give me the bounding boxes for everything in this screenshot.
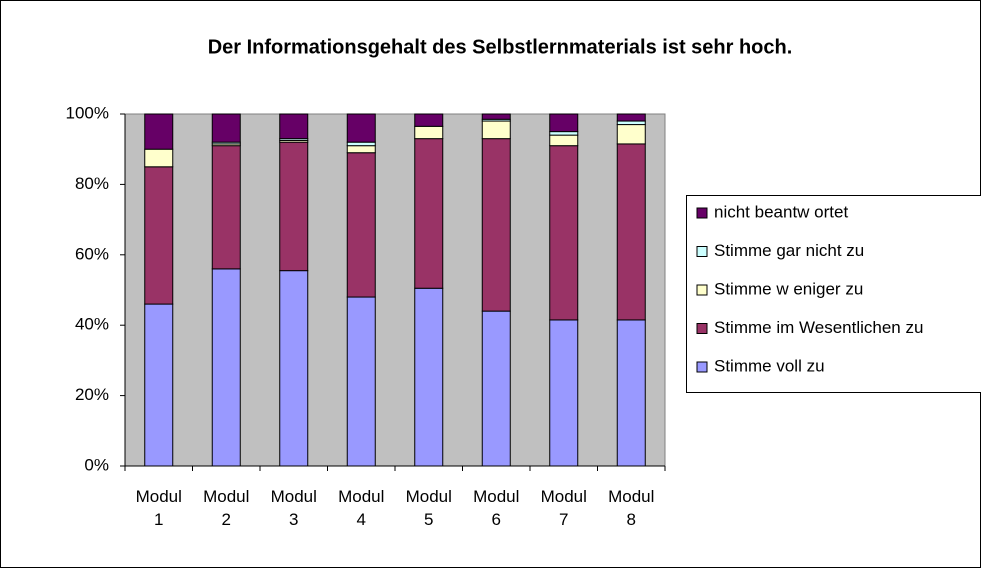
y-tick-label: 60% — [75, 244, 109, 263]
bar-segment — [549, 319, 579, 467]
chart-title: Der Informationsgehalt des Selbstlernmat… — [208, 36, 793, 58]
bar-segment — [211, 268, 241, 467]
bar-segment — [549, 131, 579, 136]
legend-swatch — [696, 323, 708, 334]
bar-segment — [481, 120, 511, 140]
bar-segment — [481, 138, 511, 312]
bar-segment — [144, 113, 174, 150]
bar-segment — [279, 141, 309, 272]
bar-segment — [211, 113, 241, 143]
bar-segment — [346, 152, 376, 298]
bar-segment — [616, 113, 646, 122]
legend-label: Stimme w eniger zu — [714, 279, 863, 298]
legend-swatch — [696, 207, 708, 219]
x-tick-label: Modul 7 — [540, 487, 587, 529]
legend-label: nicht beantw ortet — [714, 202, 848, 221]
bar-segment — [414, 113, 444, 127]
bar-segment — [346, 145, 376, 154]
y-tick-label: 40% — [75, 315, 109, 334]
bar-segment — [211, 145, 241, 270]
bar-segment — [279, 113, 309, 140]
legend-label: Stimme gar nicht zu — [714, 241, 864, 260]
bar-segment — [616, 143, 646, 321]
bar-segment — [616, 124, 646, 145]
bar-segment — [414, 287, 444, 467]
legend-label: Stimme im Wesentlichen zu — [714, 318, 923, 337]
y-tick-label: 100% — [66, 103, 109, 122]
legend-swatch — [696, 284, 708, 296]
bar-segment — [616, 120, 646, 126]
bar-segment — [414, 125, 444, 140]
legend-swatch — [696, 246, 708, 257]
bar-segment — [549, 145, 579, 321]
x-tick-label: Modul 1 — [135, 487, 182, 529]
bar-segment — [346, 113, 376, 143]
bar-segment — [144, 166, 174, 305]
x-tick-label: Modul 4 — [338, 487, 385, 529]
x-tick-label: Modul 3 — [270, 487, 317, 529]
legend-swatch — [696, 361, 708, 373]
plot-area — [124, 113, 666, 467]
x-tick-label: Modul 2 — [203, 487, 250, 529]
y-tick-label: 20% — [75, 385, 109, 404]
bar-segment — [279, 270, 309, 467]
bar-segment — [549, 134, 579, 147]
bar-segment — [144, 148, 174, 168]
bar-segment — [346, 296, 376, 467]
x-tick-label: Modul 6 — [473, 487, 520, 529]
bar-segment — [481, 310, 511, 467]
x-tick-label: Modul 5 — [405, 487, 452, 529]
bar-segment — [144, 303, 174, 467]
y-tick-label: 0% — [84, 455, 109, 474]
bar-segment — [414, 138, 444, 289]
legend-label: Stimme voll zu — [714, 356, 825, 375]
legend-box — [686, 195, 981, 393]
bar-segment — [616, 319, 646, 467]
bar-segment — [346, 141, 376, 147]
bar-segment — [549, 113, 579, 133]
bar-segment — [481, 113, 511, 120]
x-tick-label: Modul 8 — [608, 487, 655, 529]
y-tick-label: 80% — [75, 174, 109, 193]
